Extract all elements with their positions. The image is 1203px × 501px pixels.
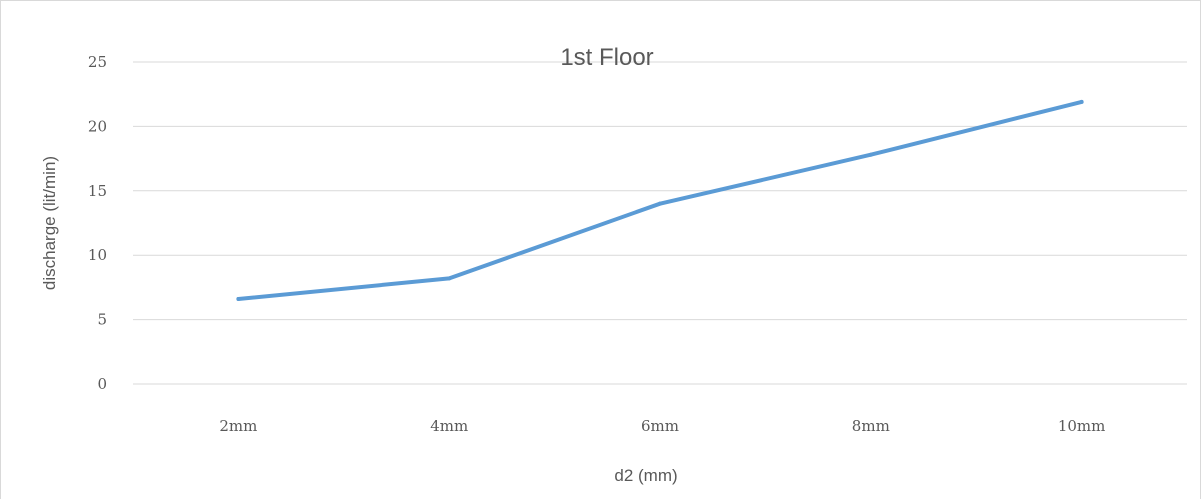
y-axis-label: discharge (lit/min) — [40, 156, 59, 290]
chart-title: 1st Floor — [560, 44, 653, 71]
y-tick-label: 20 — [88, 117, 107, 135]
data-point — [868, 152, 873, 157]
series-layer — [236, 99, 1084, 301]
y-axis-ticks: 0 5 10 15 20 25 — [88, 53, 107, 393]
x-tick-label: 6mm — [641, 417, 679, 435]
x-axis-label: d2 (mm) — [614, 466, 677, 485]
y-tick-label: 25 — [88, 53, 107, 71]
y-tick-label: 0 — [97, 375, 107, 393]
x-tick-label: 4mm — [430, 417, 468, 435]
x-tick-label: 8mm — [852, 417, 890, 435]
data-point — [236, 296, 241, 301]
x-axis-ticks: 2mm 4mm 6mm 8mm 10mm — [219, 417, 1105, 435]
x-tick-label: 10mm — [1058, 417, 1106, 435]
data-point — [658, 201, 662, 206]
y-tick-label: 15 — [88, 182, 107, 200]
y-tick-label: 5 — [97, 311, 107, 329]
x-tick-label: 2mm — [219, 417, 257, 435]
gridlines — [133, 61, 1187, 385]
series-line — [236, 99, 1084, 301]
data-point — [1079, 99, 1084, 104]
y-tick-label: 10 — [88, 246, 107, 264]
data-point — [447, 276, 452, 281]
